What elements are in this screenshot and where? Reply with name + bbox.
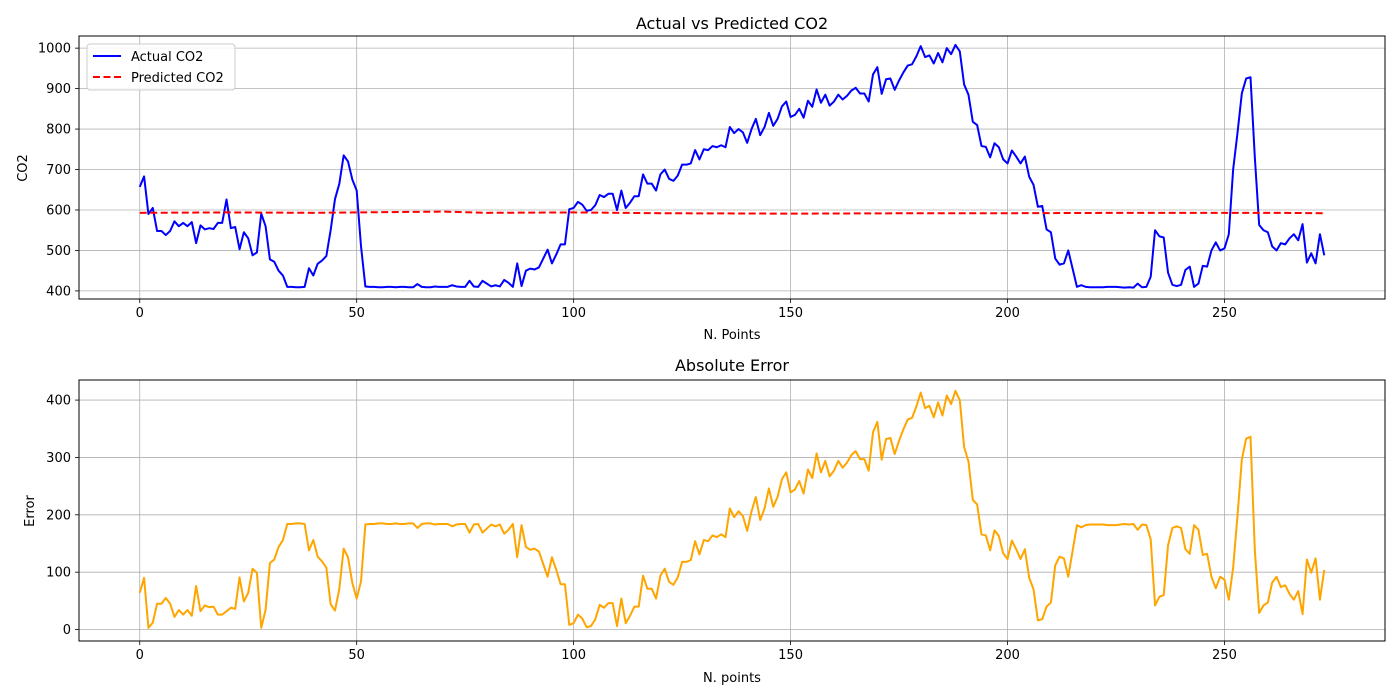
ticks-error: 0 50 100 150 200 250 0 100 200 300 400 (46, 394, 1237, 663)
chart-panel-error: 0 50 100 150 200 250 0 100 200 300 400 Absolute Er… (23, 356, 1386, 686)
series-line-absolute-error (138, 389, 1326, 629)
y-tick-label: 100 (46, 566, 71, 581)
x-tick-label: 150 (778, 306, 803, 321)
plot-frame-co2 (78, 35, 1386, 300)
legend-box (86, 43, 236, 91)
legend-label-predicted: Predicted CO2 (131, 71, 224, 86)
y-axis-label-error: Error (23, 495, 38, 527)
plot-area-co2 (79, 36, 1385, 299)
chart-panel-co2: 0 50 100 150 200 250 400 500 600 700 800 900 1000 Ac… (16, 14, 1386, 343)
chart-title-co2: Actual vs Predicted CO2 (636, 14, 828, 33)
y-tick-label: 0 (63, 623, 71, 638)
plot-area-error (79, 380, 1385, 641)
y-tick-label: 200 (46, 508, 71, 523)
series-group-co2 (138, 43, 1326, 289)
x-tick-label: 200 (995, 648, 1020, 663)
legend: Actual CO2 Predicted CO2 (86, 43, 236, 91)
y-tick-label: 1000 (38, 42, 71, 57)
series-group-error (138, 389, 1326, 629)
plot-frame-error (78, 379, 1386, 642)
y-tick-label: 500 (46, 244, 71, 259)
x-axis-label-error: N. points (703, 671, 761, 686)
y-axis-label-co2: CO2 (16, 154, 31, 182)
x-tick-label: 0 (136, 306, 144, 321)
gridlines-error (79, 380, 1385, 641)
y-tick-label: 800 (46, 123, 71, 138)
gridlines-co2 (79, 36, 1385, 299)
y-tick-label: 700 (46, 163, 71, 178)
y-tick-label: 400 (46, 284, 71, 299)
y-tick-label: 600 (46, 203, 71, 218)
x-tick-label: 50 (348, 306, 365, 321)
x-tick-label: 50 (348, 648, 365, 663)
x-tick-label: 0 (136, 648, 144, 663)
x-tick-label: 100 (561, 648, 586, 663)
series-line-predicted-co2 (139, 210, 1325, 215)
series-line-actual-co2 (138, 43, 1326, 289)
x-tick-label: 100 (561, 306, 586, 321)
x-tick-label: 250 (1212, 306, 1237, 321)
y-tick-label: 900 (46, 82, 71, 97)
legend-label-actual: Actual CO2 (131, 50, 203, 65)
y-tick-label: 300 (46, 451, 71, 466)
x-tick-label: 150 (778, 648, 803, 663)
ticks-co2: 0 50 100 150 200 250 400 500 600 700 800 900 1000 (38, 42, 1237, 321)
y-tick-label: 400 (46, 394, 71, 409)
chart-title-error: Absolute Error (675, 356, 789, 375)
x-axis-label-co2: N. Points (703, 328, 760, 343)
x-tick-label: 250 (1212, 648, 1237, 663)
x-tick-label: 200 (995, 306, 1020, 321)
